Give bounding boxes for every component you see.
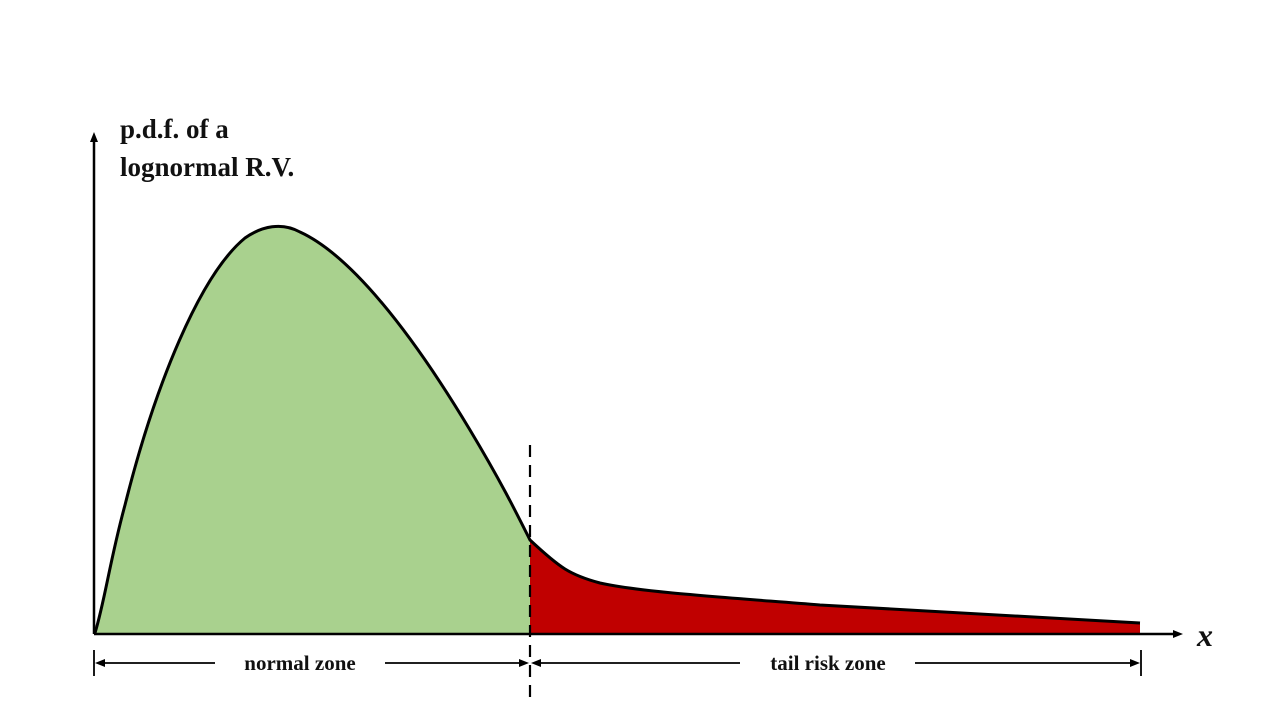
normal-zone-label: normal zone <box>244 651 355 675</box>
tail-zone-label: tail risk zone <box>770 651 886 675</box>
pdf-curve <box>93 224 1141 634</box>
y-axis-label-line1: p.d.f. of a <box>120 114 229 144</box>
normal-zone-area <box>95 226 530 633</box>
x-axis-label: x <box>1196 617 1213 653</box>
y-axis-label: p.d.f. of a lognormal R.V. <box>120 110 294 186</box>
y-axis-label-line2: lognormal R.V. <box>120 152 295 182</box>
tail-zone-area <box>530 540 1140 633</box>
